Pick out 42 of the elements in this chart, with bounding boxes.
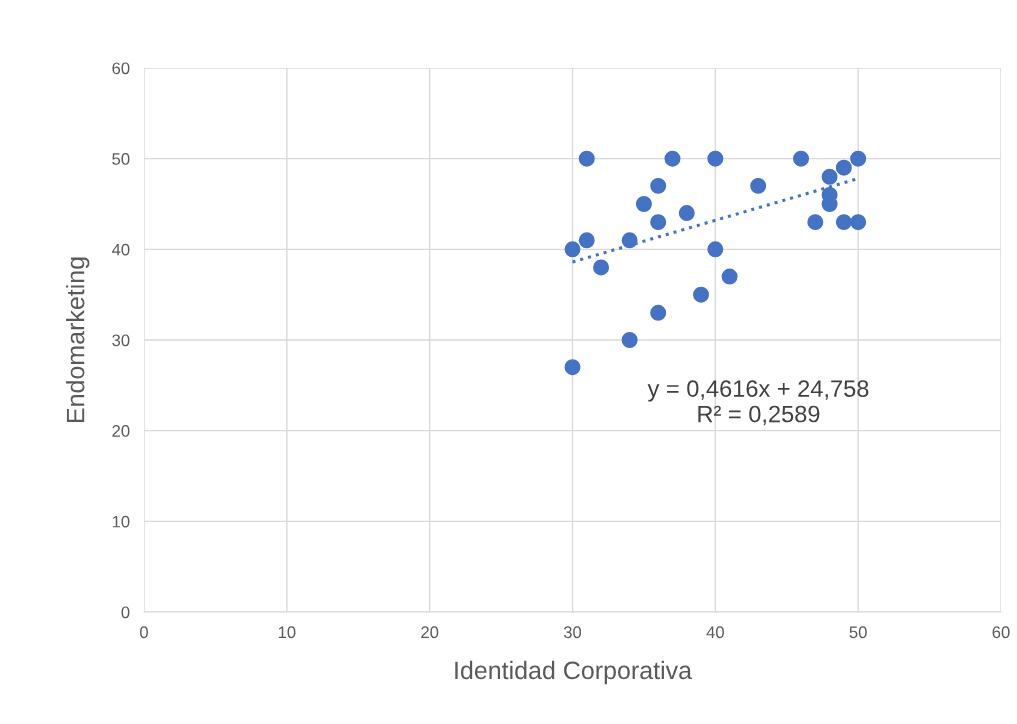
x-axis-title: Identidad Corporativa bbox=[455, 660, 693, 685]
point bbox=[678, 205, 695, 222]
point bbox=[650, 214, 667, 231]
point bbox=[850, 150, 867, 167]
point bbox=[807, 214, 824, 231]
point bbox=[835, 159, 852, 176]
point bbox=[635, 196, 652, 212]
point bbox=[850, 214, 867, 231]
point bbox=[650, 304, 667, 321]
x-tick-label: 20 bbox=[421, 626, 439, 639]
y-tick-label: 50 bbox=[112, 153, 130, 165]
y-tick-label: 20 bbox=[112, 425, 130, 437]
point bbox=[707, 241, 724, 258]
point bbox=[750, 177, 767, 194]
point bbox=[693, 286, 710, 303]
x-tick-label: 40 bbox=[706, 626, 724, 639]
x-tick-label: 50 bbox=[849, 626, 867, 639]
y-axis-title: Endomarketing bbox=[66, 257, 90, 423]
point bbox=[593, 259, 610, 276]
point bbox=[578, 150, 595, 167]
point bbox=[578, 232, 595, 249]
point bbox=[721, 268, 738, 285]
point bbox=[793, 150, 810, 167]
point bbox=[621, 332, 638, 348]
annotation: y = 0,4616x + 24,758 R² = 0,2589 bbox=[647, 380, 869, 426]
y-tick-label: 60 bbox=[112, 62, 130, 75]
point bbox=[707, 150, 724, 167]
x-tick-label: 10 bbox=[278, 626, 296, 639]
x-tick-label: 30 bbox=[563, 626, 582, 639]
y-tick-label: 30 bbox=[112, 334, 130, 347]
y-tick-label: 40 bbox=[111, 243, 130, 256]
point bbox=[664, 150, 681, 167]
y-tick-label: 10 bbox=[112, 515, 130, 528]
y-tick-label: 0 bbox=[121, 606, 130, 619]
point bbox=[564, 359, 581, 376]
point bbox=[564, 241, 581, 258]
point bbox=[650, 177, 667, 194]
point bbox=[821, 168, 838, 185]
point bbox=[835, 214, 852, 231]
x-tick-label: 0 bbox=[140, 626, 148, 639]
point bbox=[621, 232, 638, 249]
x-tick-label: 60 bbox=[992, 626, 1010, 639]
